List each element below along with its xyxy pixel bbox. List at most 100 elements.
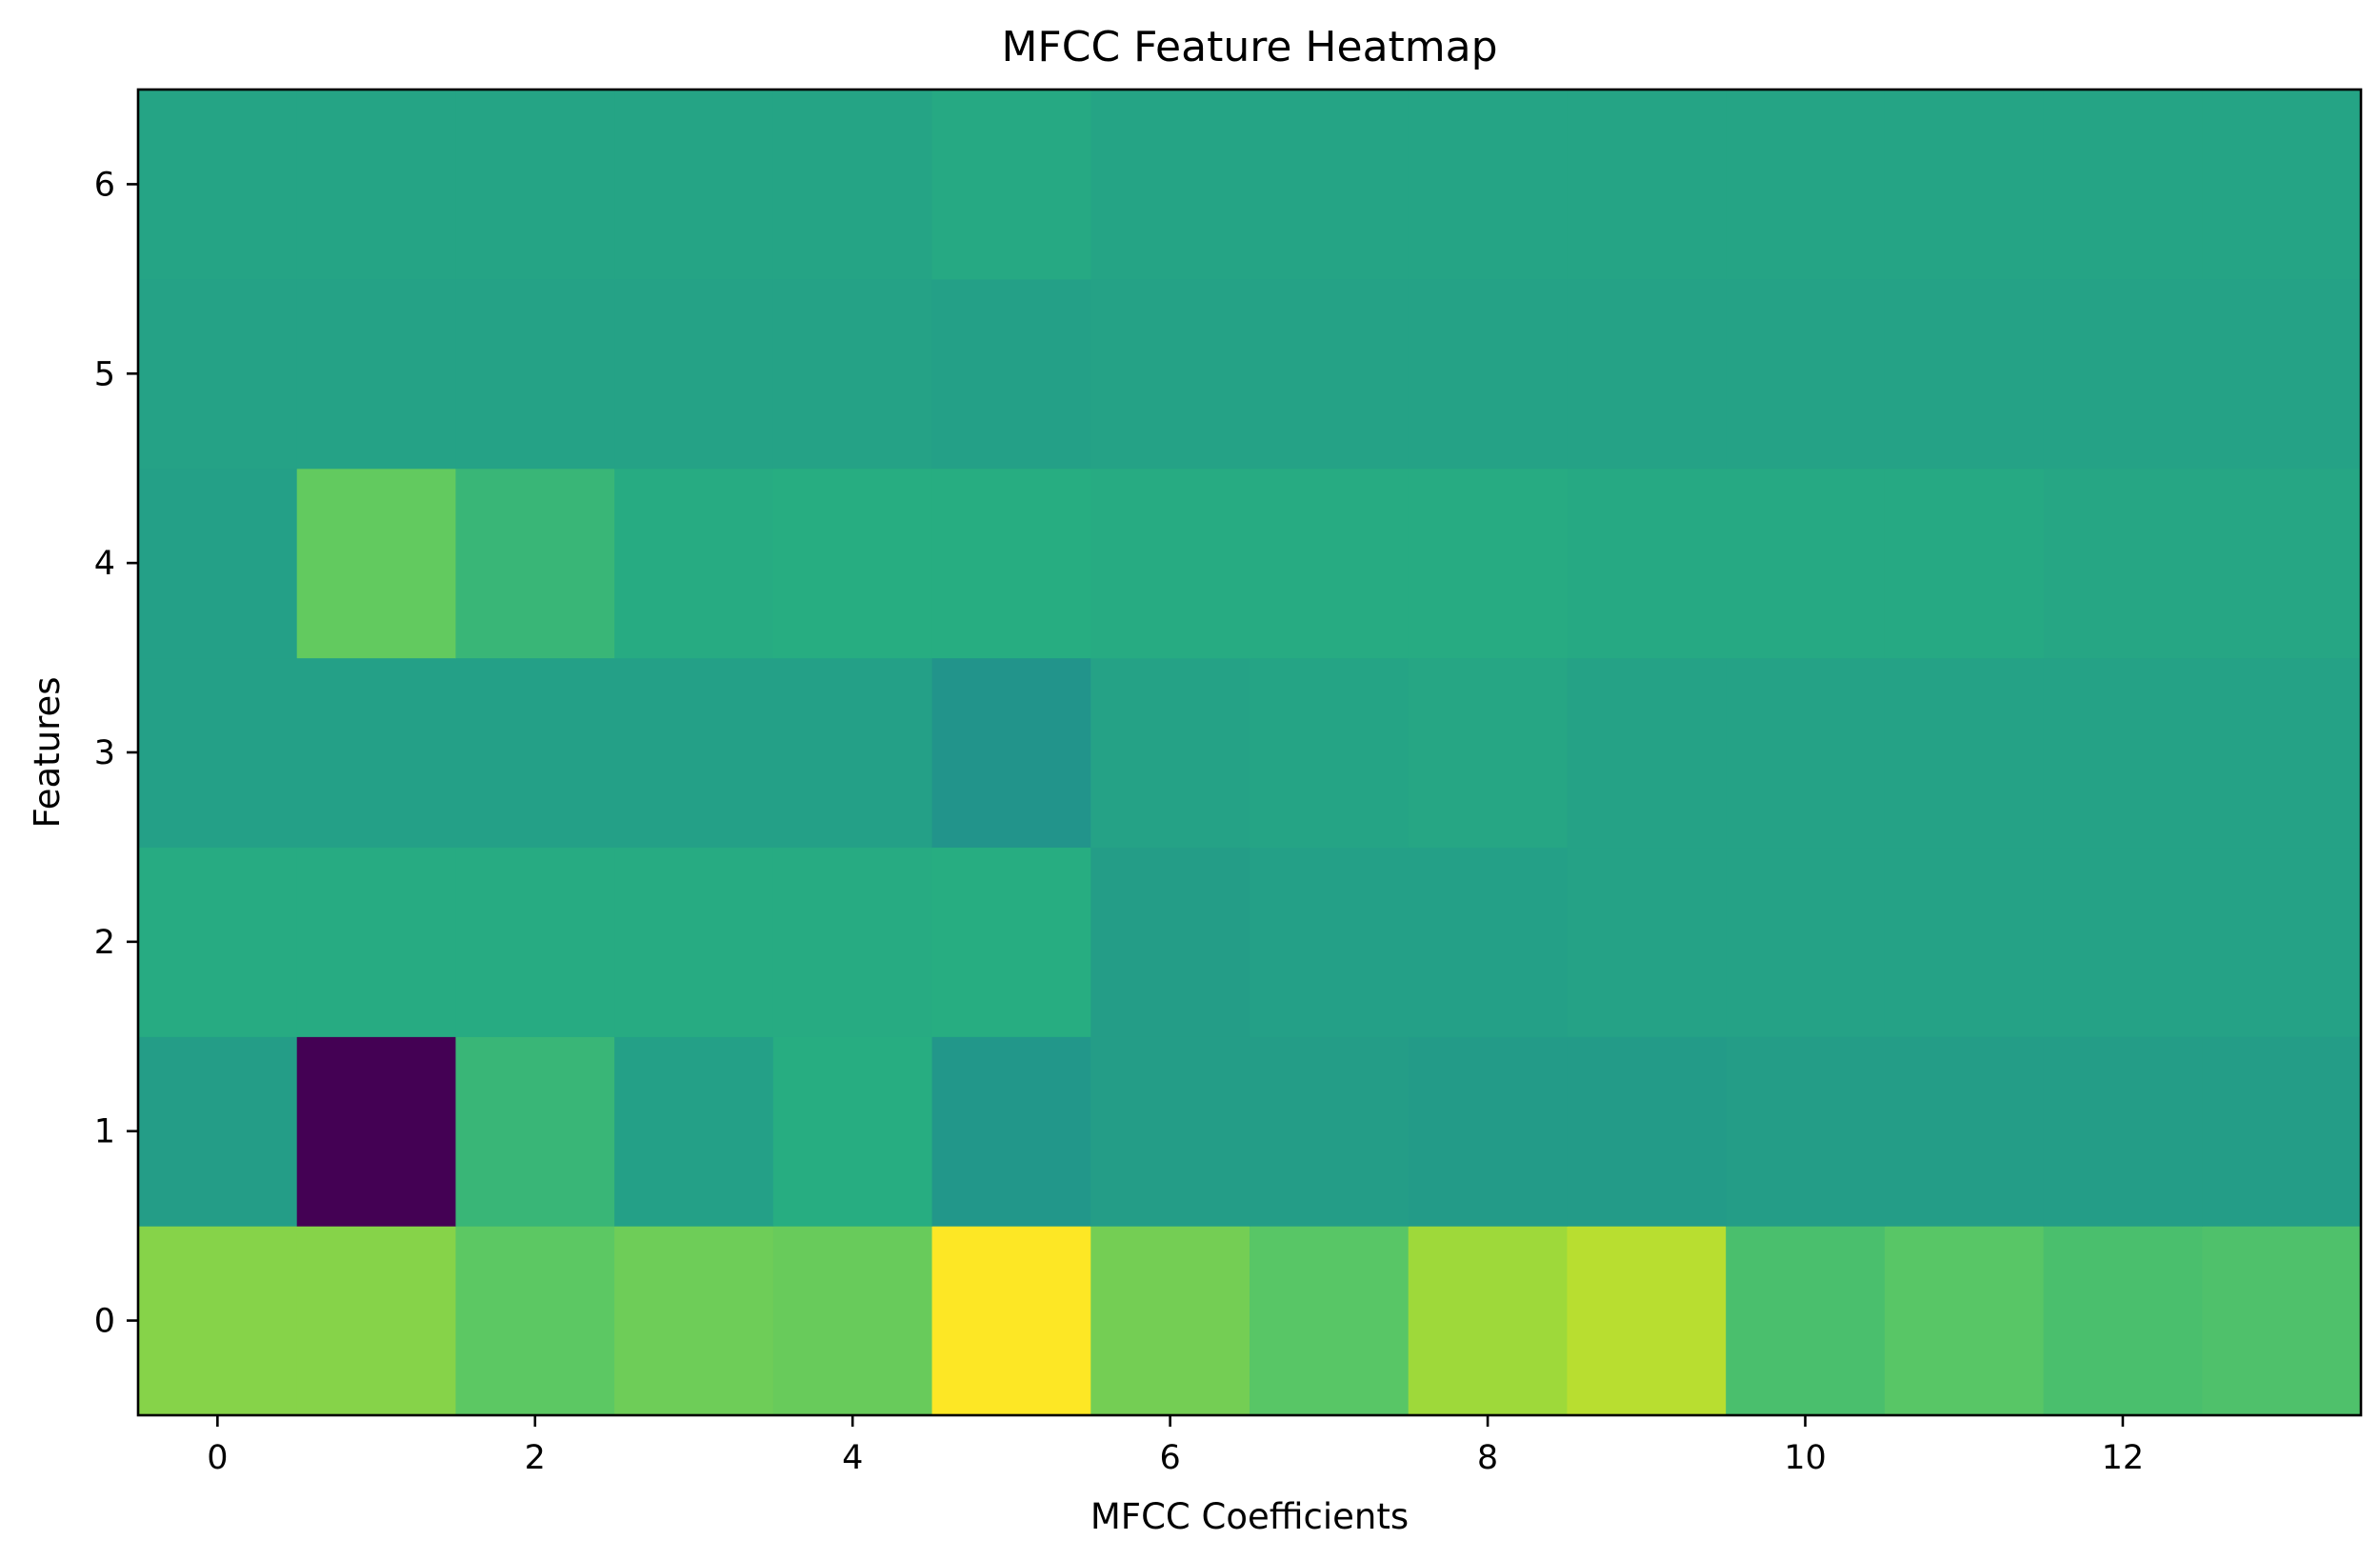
heatmap-cell (2043, 657, 2203, 849)
heatmap-cell (138, 847, 298, 1037)
heatmap-cell (772, 1036, 933, 1227)
heatmap-cell (1884, 278, 2045, 470)
heatmap-cell (1408, 278, 1569, 470)
heatmap-cell (1567, 1226, 1727, 1416)
heatmap-cell (2202, 468, 2362, 659)
heatmap-cell (296, 468, 457, 659)
heatmap-cell (772, 90, 933, 280)
heatmap-cell (455, 278, 615, 470)
heatmap-cell (614, 847, 774, 1037)
heatmap-cell (2202, 278, 2362, 470)
heatmap-cell (1726, 90, 1886, 280)
heatmap-cell (1567, 657, 1727, 849)
heatmap-cell (1090, 1036, 1250, 1227)
heatmap-cell (931, 90, 1091, 280)
heatmap-cell (296, 1036, 457, 1227)
heatmap-cell (138, 278, 298, 470)
x-tick-label: 4 (842, 1439, 863, 1477)
x-axis-label: MFCC Coefficients (1090, 1496, 1409, 1537)
heatmap-cell (1884, 90, 2045, 280)
heatmap-cell (1884, 1226, 2045, 1416)
heatmap-cell (614, 657, 774, 849)
heatmap-cell (1567, 278, 1727, 470)
heatmap-cell (931, 657, 1091, 849)
y-tick-label: 1 (94, 1113, 115, 1151)
heatmap-cell (1726, 278, 1886, 470)
heatmap-cell (1090, 1226, 1250, 1416)
heatmap-cell (1250, 468, 1410, 659)
heatmap-cell (772, 847, 933, 1037)
y-axis-label: Features (27, 676, 68, 828)
heatmap-cell (614, 468, 774, 659)
heatmap-cell (772, 468, 933, 659)
x-tick-label: 6 (1160, 1439, 1181, 1477)
heatmap-cell (1250, 1226, 1410, 1416)
heatmap-cell (2202, 1036, 2362, 1227)
heatmap-cell (772, 1226, 933, 1416)
heatmap-cell (138, 1226, 298, 1416)
heatmap-cell (2043, 847, 2203, 1037)
heatmap-cell (1567, 847, 1727, 1037)
heatmap-cell (2043, 278, 2203, 470)
x-axis: 0 2 4 6 8 10 12 (207, 1415, 2144, 1477)
heatmap-cell (2043, 1226, 2203, 1416)
heatmap-cell (1250, 847, 1410, 1037)
heatmap-cell (1408, 847, 1569, 1037)
heatmap-cell (614, 1226, 774, 1416)
heatmap-cell (2202, 847, 2362, 1037)
x-tick-label: 12 (2102, 1439, 2145, 1477)
heatmap-cell (772, 278, 933, 470)
heatmap-cell (1726, 657, 1886, 849)
heatmap-cell (138, 657, 298, 849)
heatmap-cell (614, 278, 774, 470)
x-tick-label: 2 (525, 1439, 546, 1477)
heatmap-cell (1726, 847, 1886, 1037)
heatmap-cell (138, 90, 298, 280)
heatmap-cells (138, 90, 2362, 1416)
heatmap-cell (296, 657, 457, 849)
heatmap-cell (1726, 1036, 1886, 1227)
heatmap-cell (2202, 90, 2362, 280)
heatmap-cell (455, 657, 615, 849)
y-tick-label: 2 (94, 924, 115, 962)
heatmap-cell (931, 468, 1091, 659)
heatmap-cell (455, 90, 615, 280)
y-tick-label: 5 (94, 355, 115, 393)
x-tick-label: 8 (1477, 1439, 1498, 1477)
heatmap-cell (1090, 468, 1250, 659)
heatmap-cell (2043, 1036, 2203, 1227)
heatmap-cell (455, 1226, 615, 1416)
heatmap-cell (1567, 90, 1727, 280)
heatmap-cell (455, 847, 615, 1037)
heatmap-cell (296, 847, 457, 1037)
heatmap-cell (296, 278, 457, 470)
heatmap-cell (1884, 847, 2045, 1037)
heatmap-cell (1090, 90, 1250, 280)
heatmap-cell (931, 847, 1091, 1037)
heatmap-cell (1250, 1036, 1410, 1227)
heatmap-cell (2043, 468, 2203, 659)
heatmap-cell (1726, 468, 1886, 659)
heatmap-cell (2043, 90, 2203, 280)
heatmap-cell (1884, 468, 2045, 659)
heatmap-cell (1567, 468, 1727, 659)
heatmap-cell (931, 278, 1091, 470)
y-tick-label: 6 (94, 166, 115, 204)
x-tick-label: 10 (1784, 1439, 1827, 1477)
heatmap-cell (1090, 847, 1250, 1037)
heatmap-cell (138, 468, 298, 659)
heatmap-cell (614, 90, 774, 280)
heatmap-cell (138, 1036, 298, 1227)
heatmap-cell (2202, 1226, 2362, 1416)
y-tick-label: 4 (94, 545, 115, 583)
y-tick-label: 0 (94, 1303, 115, 1341)
heatmap-cell (1884, 657, 2045, 849)
heatmap-cell (931, 1226, 1091, 1416)
heatmap-cell (296, 1226, 457, 1416)
heatmap-cell (1250, 278, 1410, 470)
heatmap-cell (455, 1036, 615, 1227)
heatmap-cell (772, 657, 933, 849)
heatmap-cell (1250, 657, 1410, 849)
heatmap-cell (1726, 1226, 1886, 1416)
heatmap-cell (2202, 657, 2362, 849)
